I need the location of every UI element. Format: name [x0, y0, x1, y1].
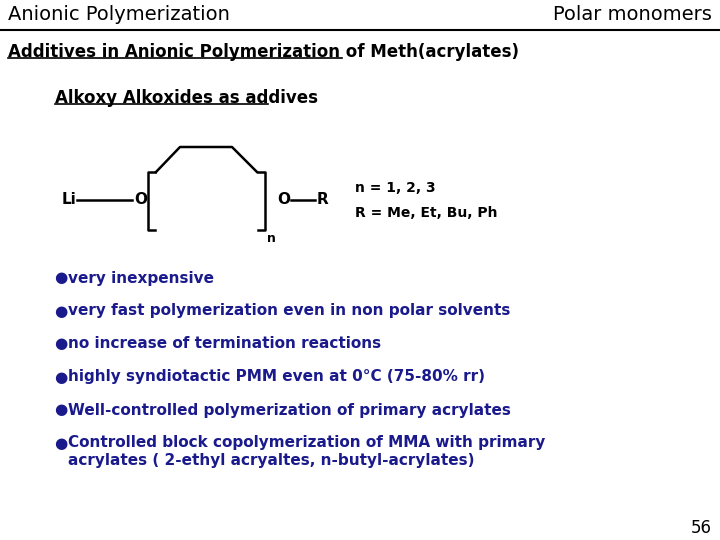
Text: n: n — [267, 232, 276, 245]
Text: no increase of termination reactions: no increase of termination reactions — [68, 336, 381, 352]
Text: ●: ● — [54, 336, 67, 352]
Text: 56: 56 — [691, 519, 712, 537]
Text: Li: Li — [61, 192, 76, 207]
Text: acrylates ( 2-ethyl acryaltes, n-butyl-acrylates): acrylates ( 2-ethyl acryaltes, n-butyl-a… — [68, 453, 474, 468]
Text: Alkoxy Alkoxides as addives: Alkoxy Alkoxides as addives — [55, 89, 318, 107]
Text: O: O — [134, 192, 147, 207]
Text: highly syndiotactic PMM even at 0°C (75-80% rr): highly syndiotactic PMM even at 0°C (75-… — [68, 369, 485, 384]
Text: R = Me, Et, Bu, Ph: R = Me, Et, Bu, Ph — [355, 206, 498, 220]
Text: R: R — [317, 192, 329, 207]
Text: ●: ● — [54, 271, 67, 286]
Text: Well-controlled polymerization of primary acrylates: Well-controlled polymerization of primar… — [68, 402, 511, 417]
Text: very inexpensive: very inexpensive — [68, 271, 214, 286]
Text: Polar monomers: Polar monomers — [553, 5, 712, 24]
Text: ●: ● — [54, 369, 67, 384]
Text: Additives in Anionic Polymerization of Meth(acrylates): Additives in Anionic Polymerization of M… — [8, 43, 519, 61]
Text: O: O — [277, 192, 290, 207]
Text: ●: ● — [54, 303, 67, 319]
Text: ●: ● — [54, 402, 67, 417]
Text: very fast polymerization even in non polar solvents: very fast polymerization even in non pol… — [68, 303, 510, 319]
Text: ●: ● — [54, 435, 67, 450]
Text: Controlled block copolymerization of MMA with primary: Controlled block copolymerization of MMA… — [68, 435, 545, 450]
Text: n = 1, 2, 3: n = 1, 2, 3 — [355, 181, 436, 195]
Text: Anionic Polymerization: Anionic Polymerization — [8, 5, 230, 24]
